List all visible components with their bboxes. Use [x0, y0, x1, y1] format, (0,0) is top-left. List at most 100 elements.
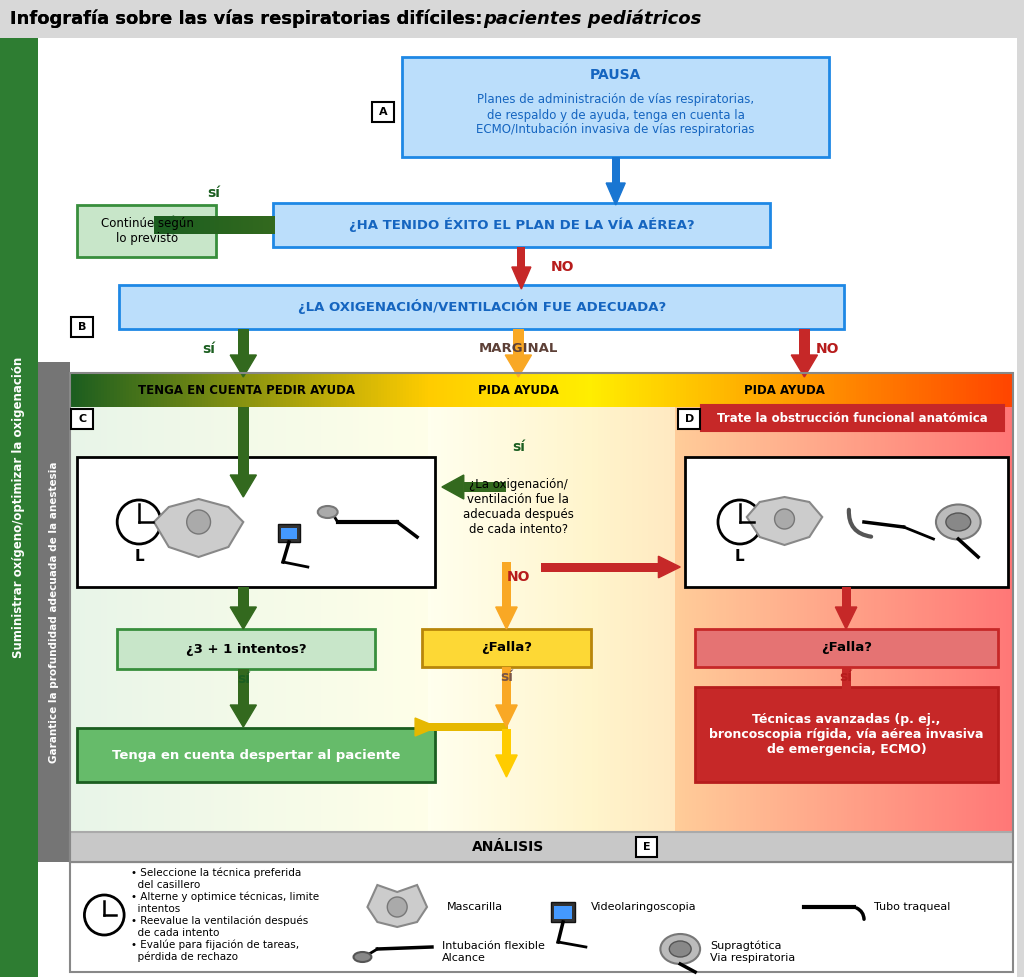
Bar — [0, 38, 38, 977]
Bar — [719, 407, 724, 862]
Bar — [538, 407, 542, 862]
Bar — [238, 407, 249, 475]
Bar — [522, 373, 526, 407]
Polygon shape — [368, 885, 427, 927]
Bar — [457, 407, 461, 862]
Bar — [928, 407, 932, 862]
Bar — [548, 373, 552, 407]
Bar — [698, 373, 702, 407]
Bar — [922, 407, 926, 862]
Bar — [1007, 407, 1011, 862]
Bar — [494, 373, 499, 407]
Bar — [361, 407, 367, 862]
Bar — [613, 407, 617, 862]
Bar — [750, 407, 754, 862]
Bar — [623, 407, 627, 862]
Bar — [94, 407, 98, 862]
Bar — [200, 216, 204, 234]
Bar — [575, 373, 580, 407]
Bar — [101, 407, 105, 862]
Bar — [158, 407, 162, 862]
Bar — [519, 373, 523, 407]
Bar — [264, 407, 268, 862]
Bar — [346, 407, 350, 862]
Bar — [472, 373, 476, 407]
Bar — [349, 373, 353, 407]
Bar — [246, 216, 249, 234]
Bar — [854, 407, 858, 862]
Bar — [944, 407, 948, 862]
Bar — [699, 407, 703, 862]
Bar — [273, 373, 279, 407]
Bar — [881, 373, 885, 407]
Bar — [695, 407, 700, 862]
Bar — [660, 373, 665, 407]
Bar — [176, 216, 180, 234]
Bar — [406, 373, 411, 407]
Bar — [369, 407, 373, 862]
Bar — [973, 407, 977, 862]
Bar — [269, 216, 273, 234]
Bar — [384, 373, 388, 407]
Bar — [138, 407, 142, 862]
Bar — [824, 373, 828, 407]
Bar — [501, 373, 505, 407]
Bar — [742, 407, 746, 862]
Bar — [76, 407, 80, 862]
Bar — [680, 373, 684, 407]
Bar — [908, 407, 912, 862]
Bar — [895, 407, 899, 862]
Bar — [761, 373, 766, 407]
Bar — [592, 373, 596, 407]
Bar — [502, 562, 511, 607]
Bar — [454, 373, 458, 407]
Bar — [616, 407, 621, 862]
Bar — [939, 407, 943, 862]
Bar — [123, 373, 127, 407]
Bar — [683, 407, 687, 862]
Bar — [73, 373, 77, 407]
Bar — [179, 373, 183, 407]
Polygon shape — [230, 705, 256, 727]
Bar — [148, 373, 153, 407]
Bar — [953, 373, 957, 407]
Bar — [604, 373, 608, 407]
Bar — [595, 407, 599, 862]
Bar — [528, 407, 532, 862]
Circle shape — [84, 895, 124, 935]
Bar — [186, 407, 190, 862]
Bar — [874, 407, 879, 862]
Bar — [915, 373, 920, 407]
Bar — [905, 407, 909, 862]
Bar — [249, 407, 253, 862]
Bar — [117, 373, 121, 407]
Bar — [768, 373, 772, 407]
Bar — [132, 407, 136, 862]
Bar — [777, 407, 781, 862]
Polygon shape — [230, 475, 256, 497]
Bar — [212, 216, 215, 234]
Text: sí: sí — [237, 672, 250, 686]
Bar — [958, 407, 964, 862]
Bar — [897, 407, 901, 862]
Bar — [119, 285, 844, 329]
Bar — [217, 216, 221, 234]
Bar — [437, 373, 441, 407]
Bar — [413, 407, 417, 862]
Bar — [804, 407, 808, 862]
Bar — [78, 457, 435, 587]
Ellipse shape — [353, 952, 372, 962]
Bar — [830, 373, 835, 407]
Bar — [155, 373, 159, 407]
Bar — [554, 906, 572, 919]
Bar — [978, 373, 982, 407]
Bar — [633, 373, 637, 407]
Polygon shape — [746, 497, 822, 545]
Bar — [271, 216, 275, 234]
Bar — [551, 373, 555, 407]
Bar — [818, 407, 822, 862]
Bar — [963, 373, 967, 407]
Bar — [901, 407, 906, 862]
Bar — [76, 373, 80, 407]
Bar — [1004, 407, 1008, 862]
